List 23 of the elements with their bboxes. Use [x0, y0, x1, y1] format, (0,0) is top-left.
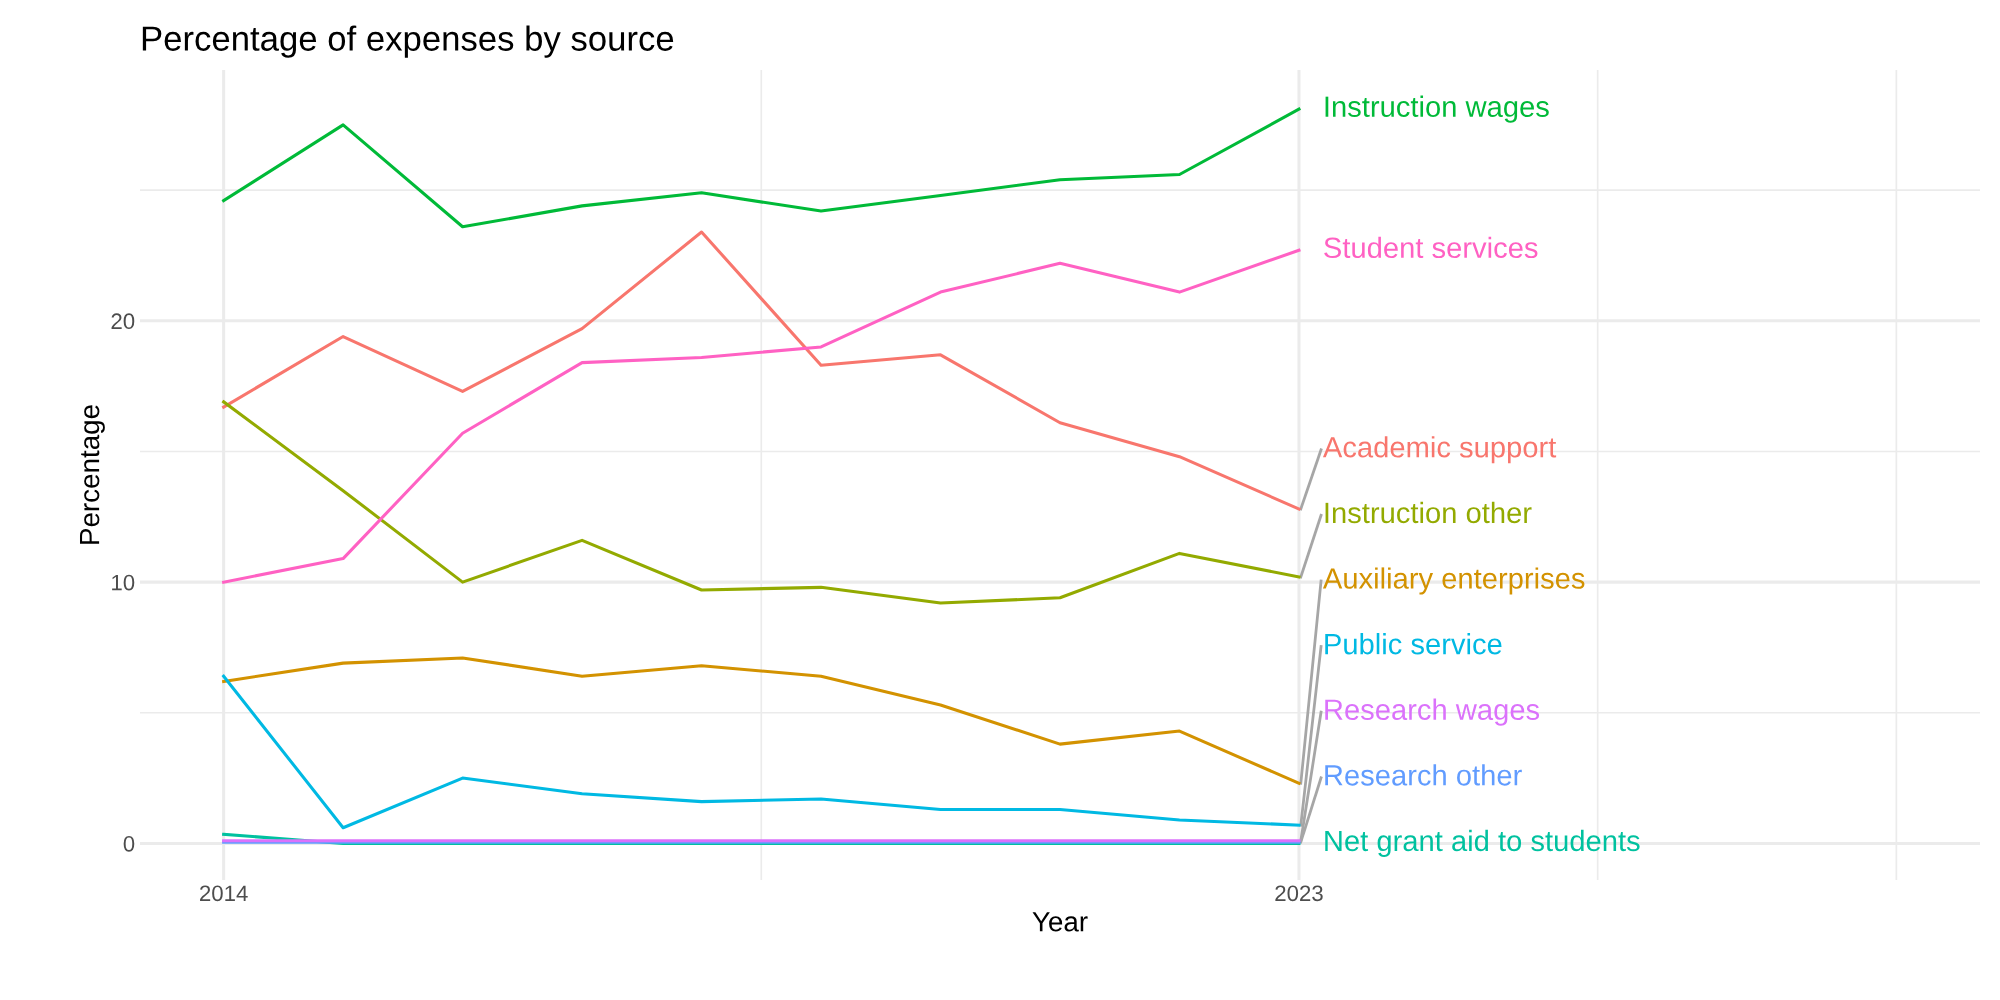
- line-series: [222, 400, 1301, 605]
- text: Instruction other: [1325, 501, 1532, 524]
- chart-title: Percentage of expenses by source: [142, 25, 674, 58]
- series-label: Student services: [1324, 236, 1538, 259]
- series-label: Academic support: [1322, 436, 1557, 464]
- y-tick-label: 0: [123, 835, 135, 852]
- line-series: [222, 230, 1301, 511]
- text: Auxiliary enterprises: [1322, 567, 1585, 595]
- y-axis-title: Percentage: [79, 405, 105, 544]
- line-series: [222, 248, 1301, 584]
- x-axis-title: Year: [1032, 912, 1088, 932]
- x-tick-label: 2014: [200, 885, 248, 902]
- line-series: [222, 656, 1301, 785]
- text: Research other: [1325, 764, 1522, 786]
- y-tick-label: 10: [112, 574, 135, 591]
- y-tick-label: 20: [111, 313, 135, 330]
- series-label: Net grant aid to students: [1325, 829, 1640, 858]
- text: Public service: [1325, 632, 1502, 655]
- x-tick-label: 2023: [1275, 885, 1323, 902]
- text: Research wages: [1325, 698, 1540, 726]
- line-series: [222, 107, 1301, 229]
- series-label: Instruction wages: [1325, 95, 1549, 123]
- line-series: [222, 674, 1301, 830]
